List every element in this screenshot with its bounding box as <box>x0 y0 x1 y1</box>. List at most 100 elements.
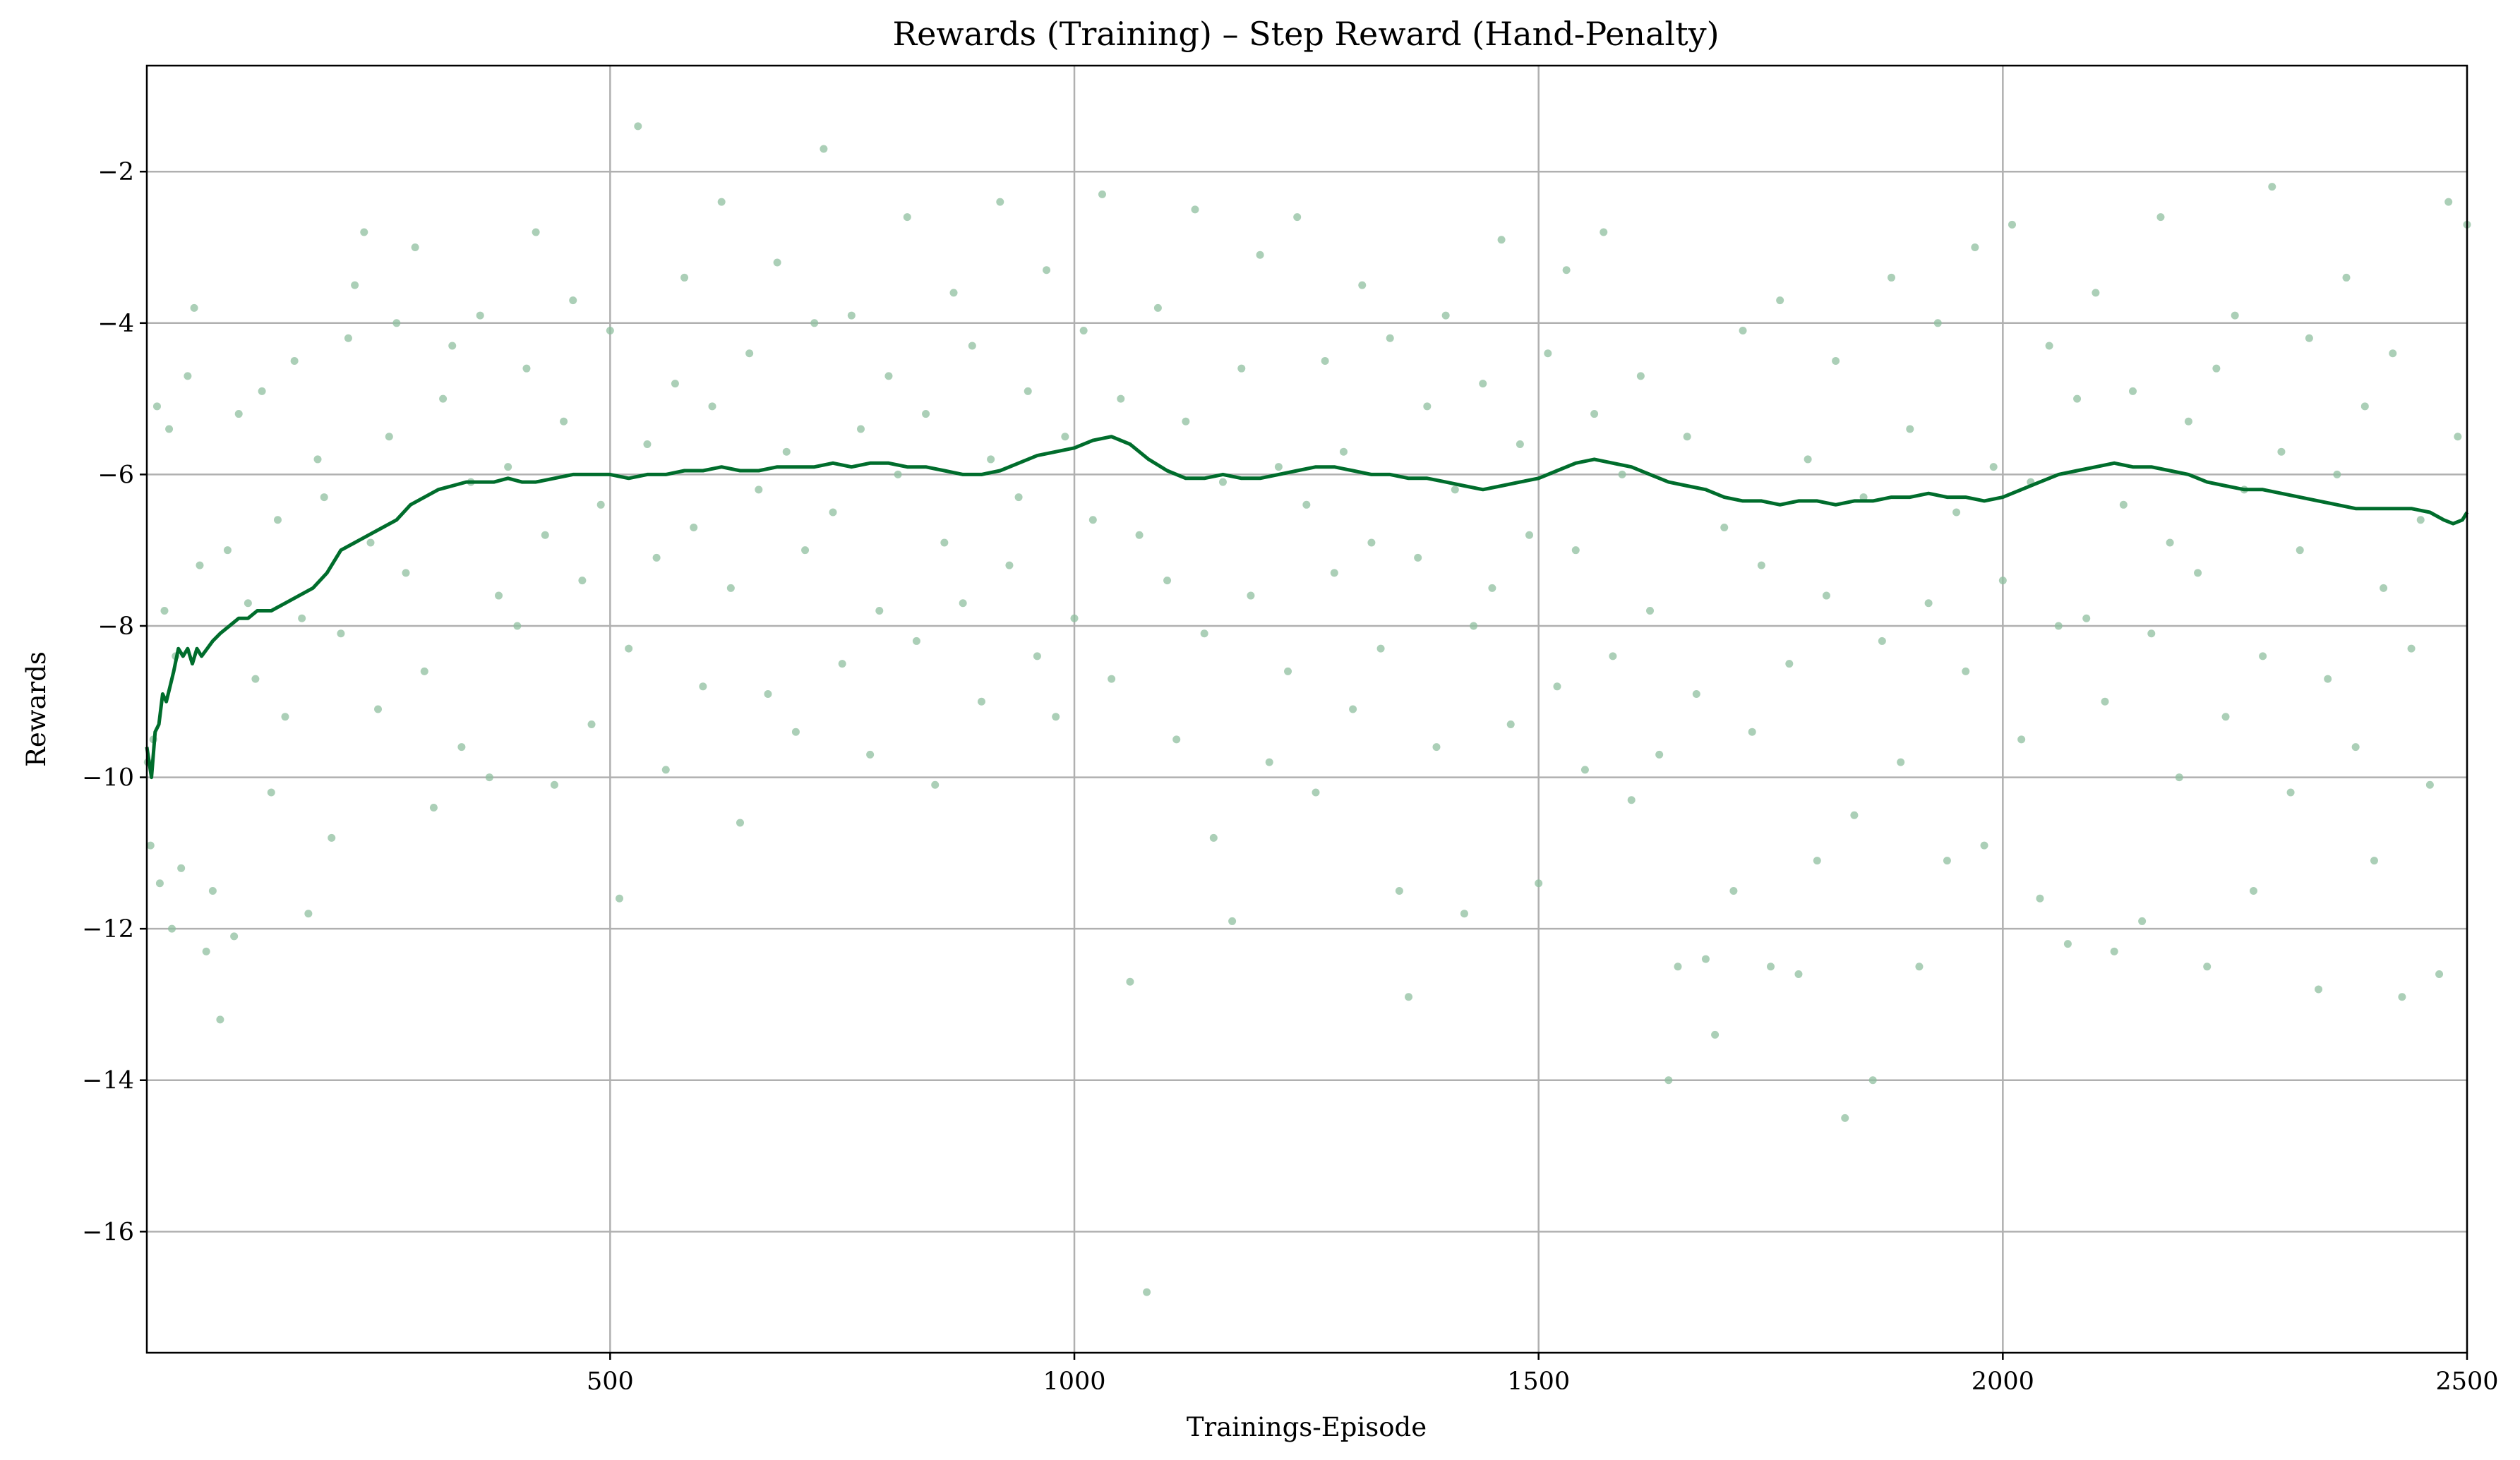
scatter-point <box>522 364 531 373</box>
scatter-point <box>690 523 698 531</box>
scatter-point <box>829 508 837 517</box>
scatter-point <box>2147 629 2156 638</box>
scatter-point <box>1247 591 1255 600</box>
scatter-point <box>2416 516 2425 524</box>
scatter-point <box>1711 1030 1720 1039</box>
y-tick-label: −16 <box>82 1218 134 1246</box>
scatter-point <box>560 417 568 426</box>
scatter-point <box>1683 433 1691 441</box>
scatter-point <box>1451 485 1459 494</box>
scatter-point <box>773 258 781 267</box>
scatter-point <box>2342 273 2351 282</box>
scatter-point <box>234 410 243 418</box>
scatter-point <box>912 637 920 645</box>
scatter-point <box>661 766 670 774</box>
scatter-point <box>1209 833 1218 842</box>
scatter-point <box>485 773 493 782</box>
scatter-point <box>1117 394 1125 403</box>
x-tick-label: 500 <box>587 1368 634 1396</box>
scatter-point <box>1924 599 1933 608</box>
scatter-series <box>143 122 2471 1296</box>
scatter-point <box>1256 251 1264 259</box>
scatter-point <box>671 380 679 388</box>
scatter-point <box>1868 1076 1877 1085</box>
scatter-point <box>1070 614 1079 622</box>
scatter-point <box>736 819 744 827</box>
scatter-point <box>1218 478 1227 486</box>
scatter-point <box>1460 910 1468 918</box>
scatter-point <box>2315 985 2323 994</box>
scatter-point <box>1646 607 1655 615</box>
scatter-point <box>1580 766 1589 774</box>
scatter-point <box>1933 319 1942 327</box>
scatter-point <box>755 485 763 494</box>
scatter-point <box>2231 311 2239 320</box>
scatter-point <box>2360 402 2369 411</box>
scatter-point <box>2296 546 2304 555</box>
scatter-point <box>2203 963 2212 971</box>
scatter-point <box>643 440 652 448</box>
scatter-point <box>940 538 949 547</box>
scatter-point <box>931 780 940 789</box>
scatter-point <box>2277 447 2286 456</box>
scatter-point <box>190 303 198 312</box>
scatter-point <box>1358 281 1367 289</box>
scatter-point <box>1822 591 1830 600</box>
scatter-point <box>820 145 828 153</box>
scatter-point <box>2045 342 2053 350</box>
scatter-point <box>2119 500 2128 509</box>
scatter-point <box>1172 735 1181 744</box>
scatter-point <box>1135 531 1144 539</box>
scatter-point <box>344 334 352 342</box>
scatter-point <box>385 433 393 441</box>
scatter-point <box>2333 470 2341 478</box>
plot-frame <box>145 64 2468 1354</box>
scatter-point <box>1850 811 1859 819</box>
scatter-point <box>2286 788 2295 797</box>
scatter-point <box>2036 894 2044 903</box>
scatter-point <box>1906 425 1914 433</box>
y-tick-label: −6 <box>97 461 134 489</box>
x-tick-label: 1000 <box>1043 1368 1105 1396</box>
scatter-point <box>2380 584 2388 592</box>
scatter-point <box>1627 796 1636 804</box>
scatter-point <box>360 228 368 236</box>
scatter-point <box>1005 561 1014 569</box>
scatter-point <box>1293 213 1302 222</box>
scatter-point <box>1841 1114 1849 1122</box>
scatter-point <box>2008 220 2016 229</box>
scatter-point <box>1052 713 1060 721</box>
scatter-point <box>298 614 306 622</box>
scatter-point <box>155 879 164 888</box>
y-tick-label: −14 <box>82 1067 134 1095</box>
y-axis-label: Rewards <box>21 651 52 767</box>
scatter-point <box>392 319 401 327</box>
scatter-point <box>1441 311 1450 320</box>
scatter-point <box>1525 531 1534 539</box>
scatter-point <box>1562 266 1571 274</box>
scatter-point <box>1590 410 1599 418</box>
scatter-point <box>1386 334 1394 342</box>
scatter-point <box>1497 236 1506 244</box>
scatter-point <box>273 516 282 524</box>
scatter-point <box>337 629 345 638</box>
scatter-point <box>1079 327 1088 335</box>
scatter-point <box>726 584 735 592</box>
scatter-point <box>1757 561 1765 569</box>
scatter-point <box>146 841 155 850</box>
scatter-point <box>884 372 893 380</box>
scatter-point <box>1479 380 1487 388</box>
scatter-point <box>2017 735 2026 744</box>
scatter-point <box>791 728 800 736</box>
scatter-point <box>1349 705 1357 713</box>
scatter-point <box>977 697 985 706</box>
scatter-point <box>2110 947 2118 955</box>
x-axis-ticks: 500 1000 1500 2000 2500 <box>587 1353 2499 1396</box>
scatter-point <box>987 455 995 464</box>
scatter-point <box>1265 758 1273 766</box>
scatter-point <box>439 394 448 403</box>
scatter-point <box>251 675 260 683</box>
scatter-point <box>1395 887 1403 895</box>
scatter-point <box>1739 327 1747 335</box>
